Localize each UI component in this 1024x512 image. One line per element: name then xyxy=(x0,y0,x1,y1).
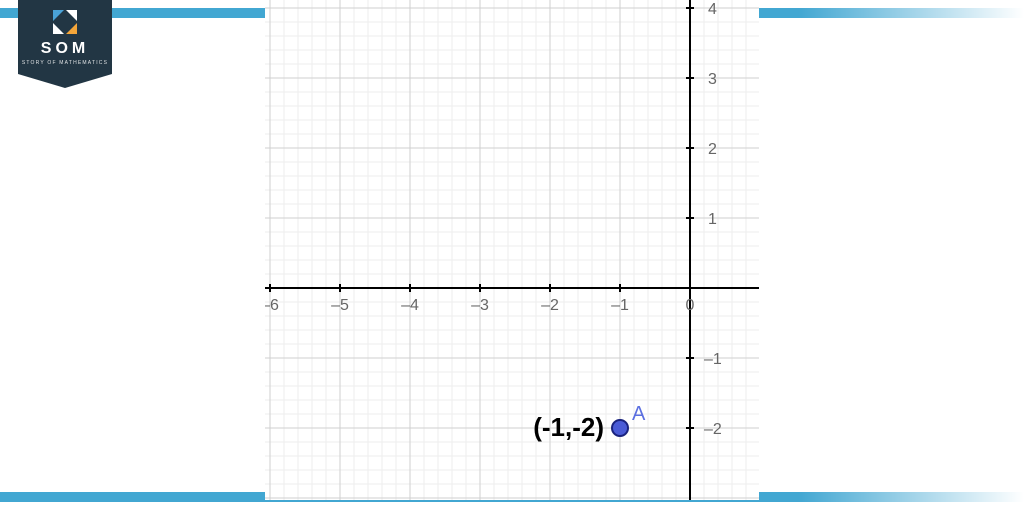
coordinate-graph: –6 –5 –4 –3 –2 –1 0 4 3 2 1 –1 –2 A (-1,-2) xyxy=(265,0,759,500)
brand-title: SOM xyxy=(41,40,89,58)
y-tick-label: 2 xyxy=(708,141,717,158)
badge-body: SOM STORY OF MATHEMATICS xyxy=(18,0,112,74)
logo-icon xyxy=(51,8,79,36)
brand-badge: SOM STORY OF MATHEMATICS xyxy=(18,0,112,88)
point-A xyxy=(612,420,628,436)
x-tick-label: –6 xyxy=(265,297,279,314)
y-tick-label: –1 xyxy=(704,351,722,368)
x-tick-label: –5 xyxy=(331,297,349,314)
y-tick-label: –2 xyxy=(704,421,722,438)
badge-tail xyxy=(18,74,112,88)
x-tick-label: –1 xyxy=(611,297,629,314)
x-tick-label: 0 xyxy=(686,297,695,314)
x-tick-label: –2 xyxy=(541,297,559,314)
x-tick-label: –4 xyxy=(401,297,419,314)
y-tick-label: 3 xyxy=(708,71,717,88)
brand-subtitle: STORY OF MATHEMATICS xyxy=(22,60,108,66)
y-tick-label: 1 xyxy=(708,211,717,228)
x-tick-label: –3 xyxy=(471,297,489,314)
point-coord-A: (-1,-2) xyxy=(533,412,604,442)
point-label-A: A xyxy=(632,403,646,425)
y-tick-label: 4 xyxy=(708,1,717,18)
